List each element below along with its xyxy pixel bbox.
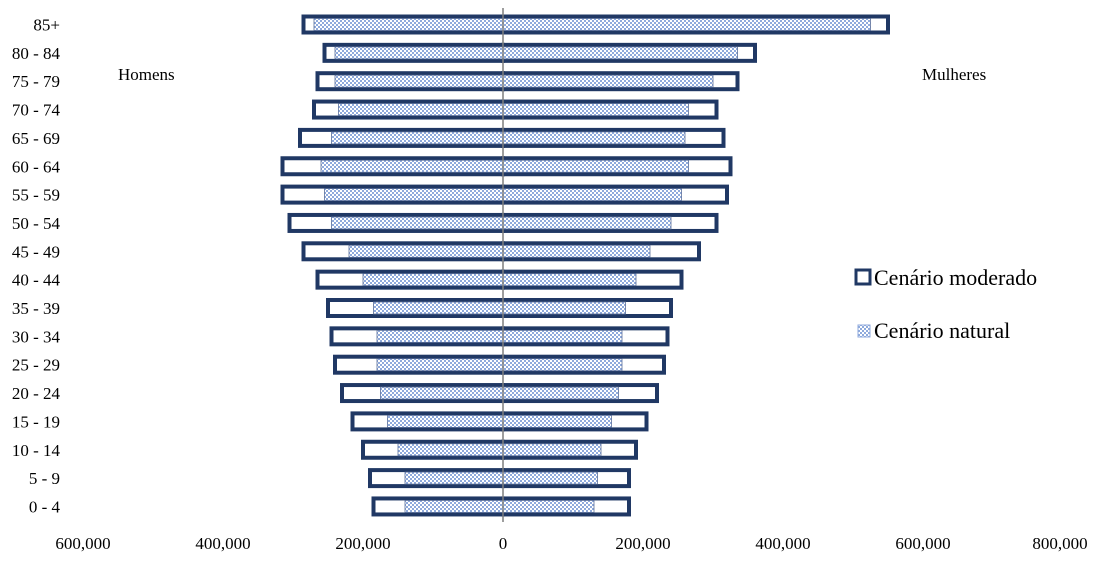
x-tick-label: 800,000 bbox=[1032, 534, 1087, 553]
x-tick-label: 600,000 bbox=[895, 534, 950, 553]
category-label: 70 - 74 bbox=[12, 101, 61, 120]
right-side-label: Mulheres bbox=[922, 65, 986, 84]
category-label: 25 - 29 bbox=[12, 356, 60, 375]
category-label: 55 - 59 bbox=[12, 186, 60, 205]
x-tick-label: 400,000 bbox=[755, 534, 810, 553]
bar-natural-men bbox=[397, 443, 504, 457]
category-label: 5 - 9 bbox=[29, 469, 60, 488]
legend-label-moderate: Cenário moderado bbox=[874, 265, 1037, 290]
bar-natural-men bbox=[376, 358, 504, 372]
bar-natural-women bbox=[502, 103, 689, 116]
category-label: 45 - 49 bbox=[12, 242, 60, 261]
bar-natural-women bbox=[502, 244, 651, 258]
bar-natural-women bbox=[502, 500, 595, 513]
bar-natural-women bbox=[502, 414, 612, 428]
bar-natural-men bbox=[334, 46, 504, 60]
category-label: 50 - 54 bbox=[12, 214, 61, 233]
bar-natural-men bbox=[324, 188, 504, 202]
bar-natural-women bbox=[502, 216, 672, 230]
x-tick-label: 0 bbox=[499, 534, 508, 553]
x-tick-label: 200,000 bbox=[615, 534, 670, 553]
bar-natural-women bbox=[502, 74, 714, 88]
category-label: 40 - 44 bbox=[12, 271, 61, 290]
bar-natural-women bbox=[502, 159, 689, 173]
bar-natural-men bbox=[404, 500, 504, 513]
bar-natural-women bbox=[502, 443, 602, 457]
category-label: 0 - 4 bbox=[29, 497, 61, 516]
bar-natural-women bbox=[502, 273, 637, 287]
bar-natural-men bbox=[320, 159, 504, 173]
bar-natural-men bbox=[331, 216, 504, 230]
legend-swatch-moderate bbox=[854, 268, 872, 286]
bar-natural-men bbox=[338, 103, 504, 116]
bar-natural-women bbox=[502, 386, 619, 400]
bar-natural-men bbox=[387, 414, 504, 428]
series-natural-bars bbox=[313, 18, 871, 513]
category-label: 60 - 64 bbox=[12, 157, 61, 176]
legend-swatch-natural bbox=[857, 324, 871, 338]
bar-natural-men bbox=[348, 244, 504, 258]
bar-natural-men bbox=[380, 386, 504, 400]
bar-natural-women bbox=[502, 46, 738, 60]
category-label: 80 - 84 bbox=[12, 44, 61, 63]
bar-natural-men bbox=[334, 74, 504, 88]
category-label: 85+ bbox=[33, 16, 60, 35]
x-tick-label: 600,000 bbox=[55, 534, 110, 553]
bar-natural-men bbox=[404, 471, 504, 485]
legend: Cenário moderado Cenário natural bbox=[854, 265, 1037, 343]
series-moderate-bars bbox=[280, 14, 890, 517]
category-labels: 85+ 80 - 84 75 - 79 70 - 74 65 - 69 60 - 64 55… bbox=[12, 16, 61, 517]
x-tick-label: 200,000 bbox=[335, 534, 390, 553]
bar-natural-women bbox=[502, 131, 686, 145]
bar-natural-women bbox=[502, 329, 623, 343]
bar-natural-women bbox=[502, 358, 623, 372]
bar-natural-men bbox=[376, 329, 504, 343]
bar-natural-men bbox=[373, 301, 504, 315]
bar-natural-women bbox=[502, 471, 598, 485]
bar-natural-women bbox=[502, 18, 871, 31]
left-side-label: Homens bbox=[118, 65, 175, 84]
bar-natural-men bbox=[362, 273, 504, 287]
category-label: 65 - 69 bbox=[12, 129, 60, 148]
category-label: 15 - 19 bbox=[12, 412, 60, 431]
category-label: 35 - 39 bbox=[12, 299, 60, 318]
x-tick-label: 400,000 bbox=[195, 534, 250, 553]
category-label: 75 - 79 bbox=[12, 72, 60, 91]
category-label: 10 - 14 bbox=[12, 441, 61, 460]
bar-natural-women bbox=[502, 188, 682, 202]
legend-label-natural: Cenário natural bbox=[874, 318, 1010, 343]
bar-natural-women bbox=[502, 301, 626, 315]
bar-natural-men bbox=[313, 18, 504, 31]
x-axis-tick-labels: 600,000 400,000 200,000 0 200,000 400,000 600,… bbox=[55, 534, 1087, 553]
bar-natural-men bbox=[331, 131, 504, 145]
category-label: 30 - 34 bbox=[12, 327, 61, 346]
category-label: 20 - 24 bbox=[12, 384, 61, 403]
